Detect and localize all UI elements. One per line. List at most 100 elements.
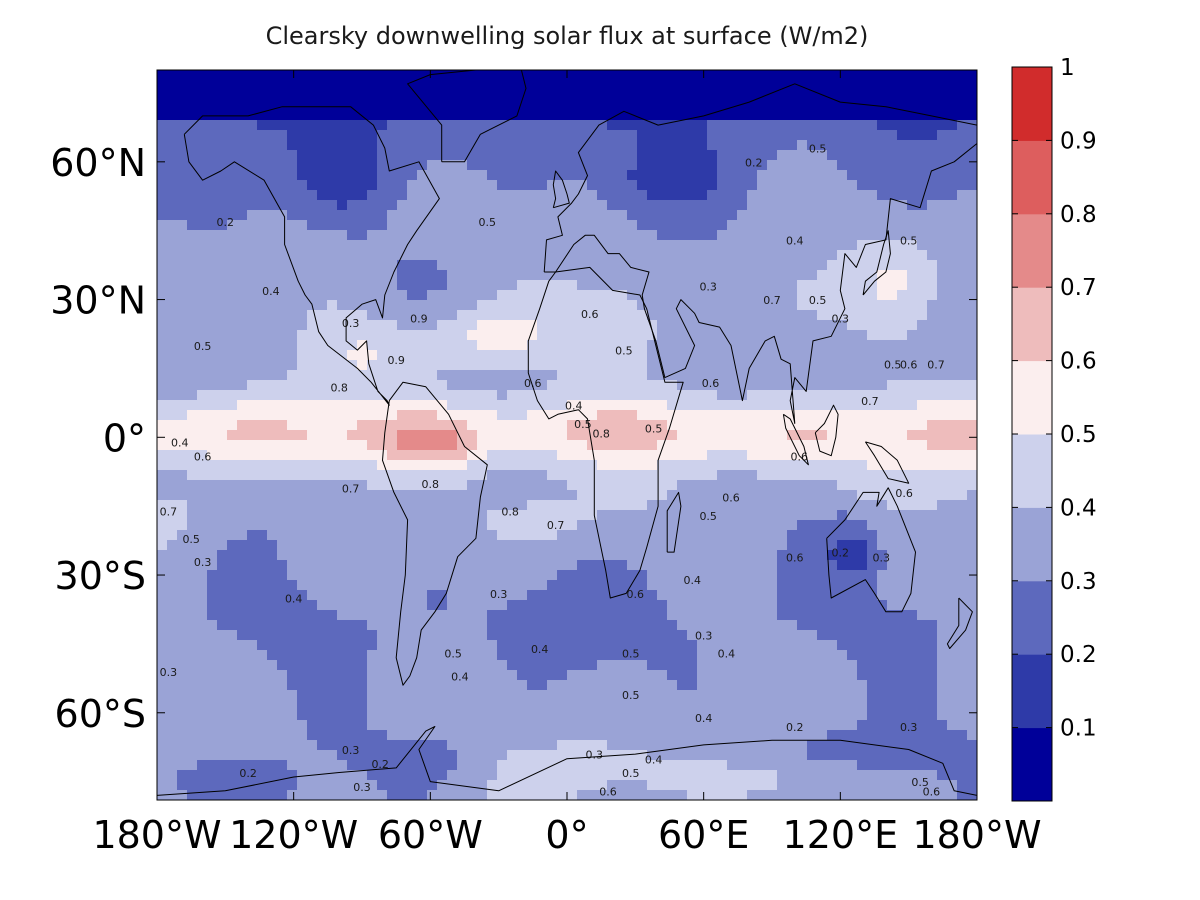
field-cell [687,540,698,551]
field-cell [557,470,568,481]
field-cell [427,480,438,491]
field-cell [577,210,588,221]
field-cell [647,440,658,451]
field-cell [247,640,258,651]
field-cell [427,650,438,661]
field-cell [227,390,238,401]
field-cell [197,630,208,641]
field-cell [797,180,808,191]
field-cell [477,230,488,241]
field-cell [657,110,668,121]
field-cell [397,100,408,111]
field-cell [767,350,778,361]
field-cell [177,480,188,491]
field-cell [947,240,958,251]
field-cell [647,290,658,301]
field-cell [797,190,808,201]
field-cell [397,430,408,441]
field-cell [277,350,288,361]
field-cell [557,420,568,431]
field-cell [787,490,798,501]
field-cell [657,190,668,201]
field-cell [627,610,638,621]
field-cell [857,370,868,381]
field-cell [837,360,848,371]
field-cell [267,640,278,651]
field-cell [487,660,498,671]
field-cell [937,70,948,81]
field-cell [897,170,908,181]
field-cell [217,590,228,601]
field-cell [667,640,678,651]
field-cell [687,500,698,511]
field-cell [337,670,348,681]
field-cell [367,450,378,461]
field-cell [357,470,368,481]
field-cell [887,100,898,111]
field-cell [207,350,218,361]
field-cell [587,180,598,191]
field-cell [417,670,428,681]
field-cell [277,430,288,441]
field-cell [257,440,268,451]
field-cell [887,480,898,491]
field-cell [967,130,977,141]
field-cell [807,90,818,101]
field-cell [427,110,438,121]
field-cell [567,660,578,671]
field-cell [487,480,498,491]
field-cell [177,590,188,601]
field-cell [937,170,948,181]
field-cell [937,640,948,651]
field-cell [857,240,868,251]
field-cell [897,550,908,561]
field-cell [247,70,258,81]
field-cell [647,480,658,491]
field-cell [407,120,418,131]
field-cell [847,610,858,621]
field-cell [817,520,828,531]
field-cell [957,90,968,101]
field-cell [817,120,828,131]
field-cell [227,80,238,91]
field-cell [577,420,588,431]
field-cell [177,350,188,361]
field-cell [567,440,578,451]
field-cell [717,580,728,591]
field-cell [597,270,608,281]
field-cell [477,250,488,261]
field-cell [747,100,758,111]
field-cell [757,70,768,81]
field-cell [487,350,498,361]
field-cell [207,110,218,121]
field-cell [237,250,248,261]
field-cell [327,670,338,681]
field-cell [177,580,188,591]
field-cell [887,570,898,581]
field-cell [647,570,658,581]
field-cell [617,660,628,671]
field-cell [347,370,358,381]
field-cell [617,480,628,491]
field-cell [917,190,928,201]
field-cell [337,140,348,151]
field-cell [577,480,588,491]
field-cell [407,610,418,621]
field-cell [807,530,818,541]
field-cell [477,370,488,381]
field-cell [507,150,518,161]
field-cell [877,150,888,161]
field-cell [717,470,728,481]
field-cell [487,240,498,251]
field-cell [637,210,648,221]
field-cell [647,430,658,441]
field-cell [637,500,648,511]
field-cell [467,280,478,291]
field-cell [777,320,788,331]
field-cell [877,540,888,551]
field-cell [177,520,188,531]
field-cell [687,120,698,131]
field-cell [527,440,538,451]
field-cell [597,560,608,571]
field-cell [827,80,838,91]
